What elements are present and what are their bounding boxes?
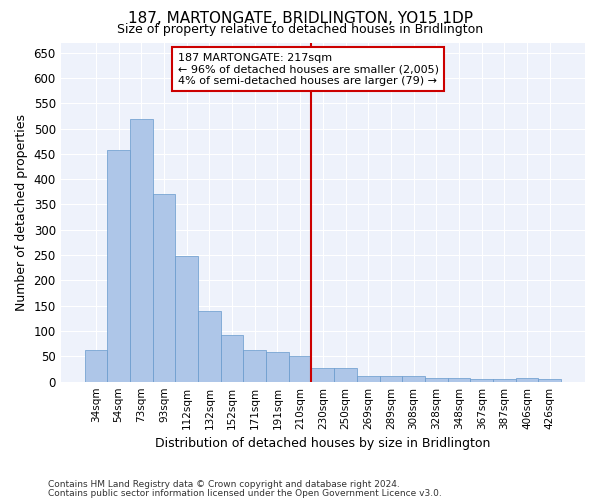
Y-axis label: Number of detached properties: Number of detached properties [15, 114, 28, 310]
X-axis label: Distribution of detached houses by size in Bridlington: Distribution of detached houses by size … [155, 437, 491, 450]
Bar [334, 368, 357, 382]
Bar [311, 368, 334, 382]
Bar [198, 311, 221, 382]
Text: Contains public sector information licensed under the Open Government Licence v3: Contains public sector information licen… [48, 488, 442, 498]
Text: Contains HM Land Registry data © Crown copyright and database right 2024.: Contains HM Land Registry data © Crown c… [48, 480, 400, 489]
Text: Size of property relative to detached houses in Bridlington: Size of property relative to detached ho… [117, 22, 483, 36]
Bar [470, 379, 493, 382]
Bar [107, 150, 130, 382]
Bar [538, 379, 561, 382]
Bar [357, 376, 380, 382]
Bar [221, 334, 244, 382]
Bar [266, 352, 289, 382]
Text: 187, MARTONGATE, BRIDLINGTON, YO15 1DP: 187, MARTONGATE, BRIDLINGTON, YO15 1DP [128, 11, 473, 26]
Text: 187 MARTONGATE: 217sqm
← 96% of detached houses are smaller (2,005)
4% of semi-d: 187 MARTONGATE: 217sqm ← 96% of detached… [178, 52, 439, 86]
Bar [175, 256, 198, 382]
Bar [425, 378, 448, 382]
Bar [448, 378, 470, 382]
Bar [152, 194, 175, 382]
Bar [493, 379, 516, 382]
Bar [85, 350, 107, 382]
Bar [380, 376, 402, 382]
Bar [130, 119, 152, 382]
Bar [244, 350, 266, 382]
Bar [289, 356, 311, 382]
Bar [516, 378, 538, 382]
Bar [402, 376, 425, 382]
